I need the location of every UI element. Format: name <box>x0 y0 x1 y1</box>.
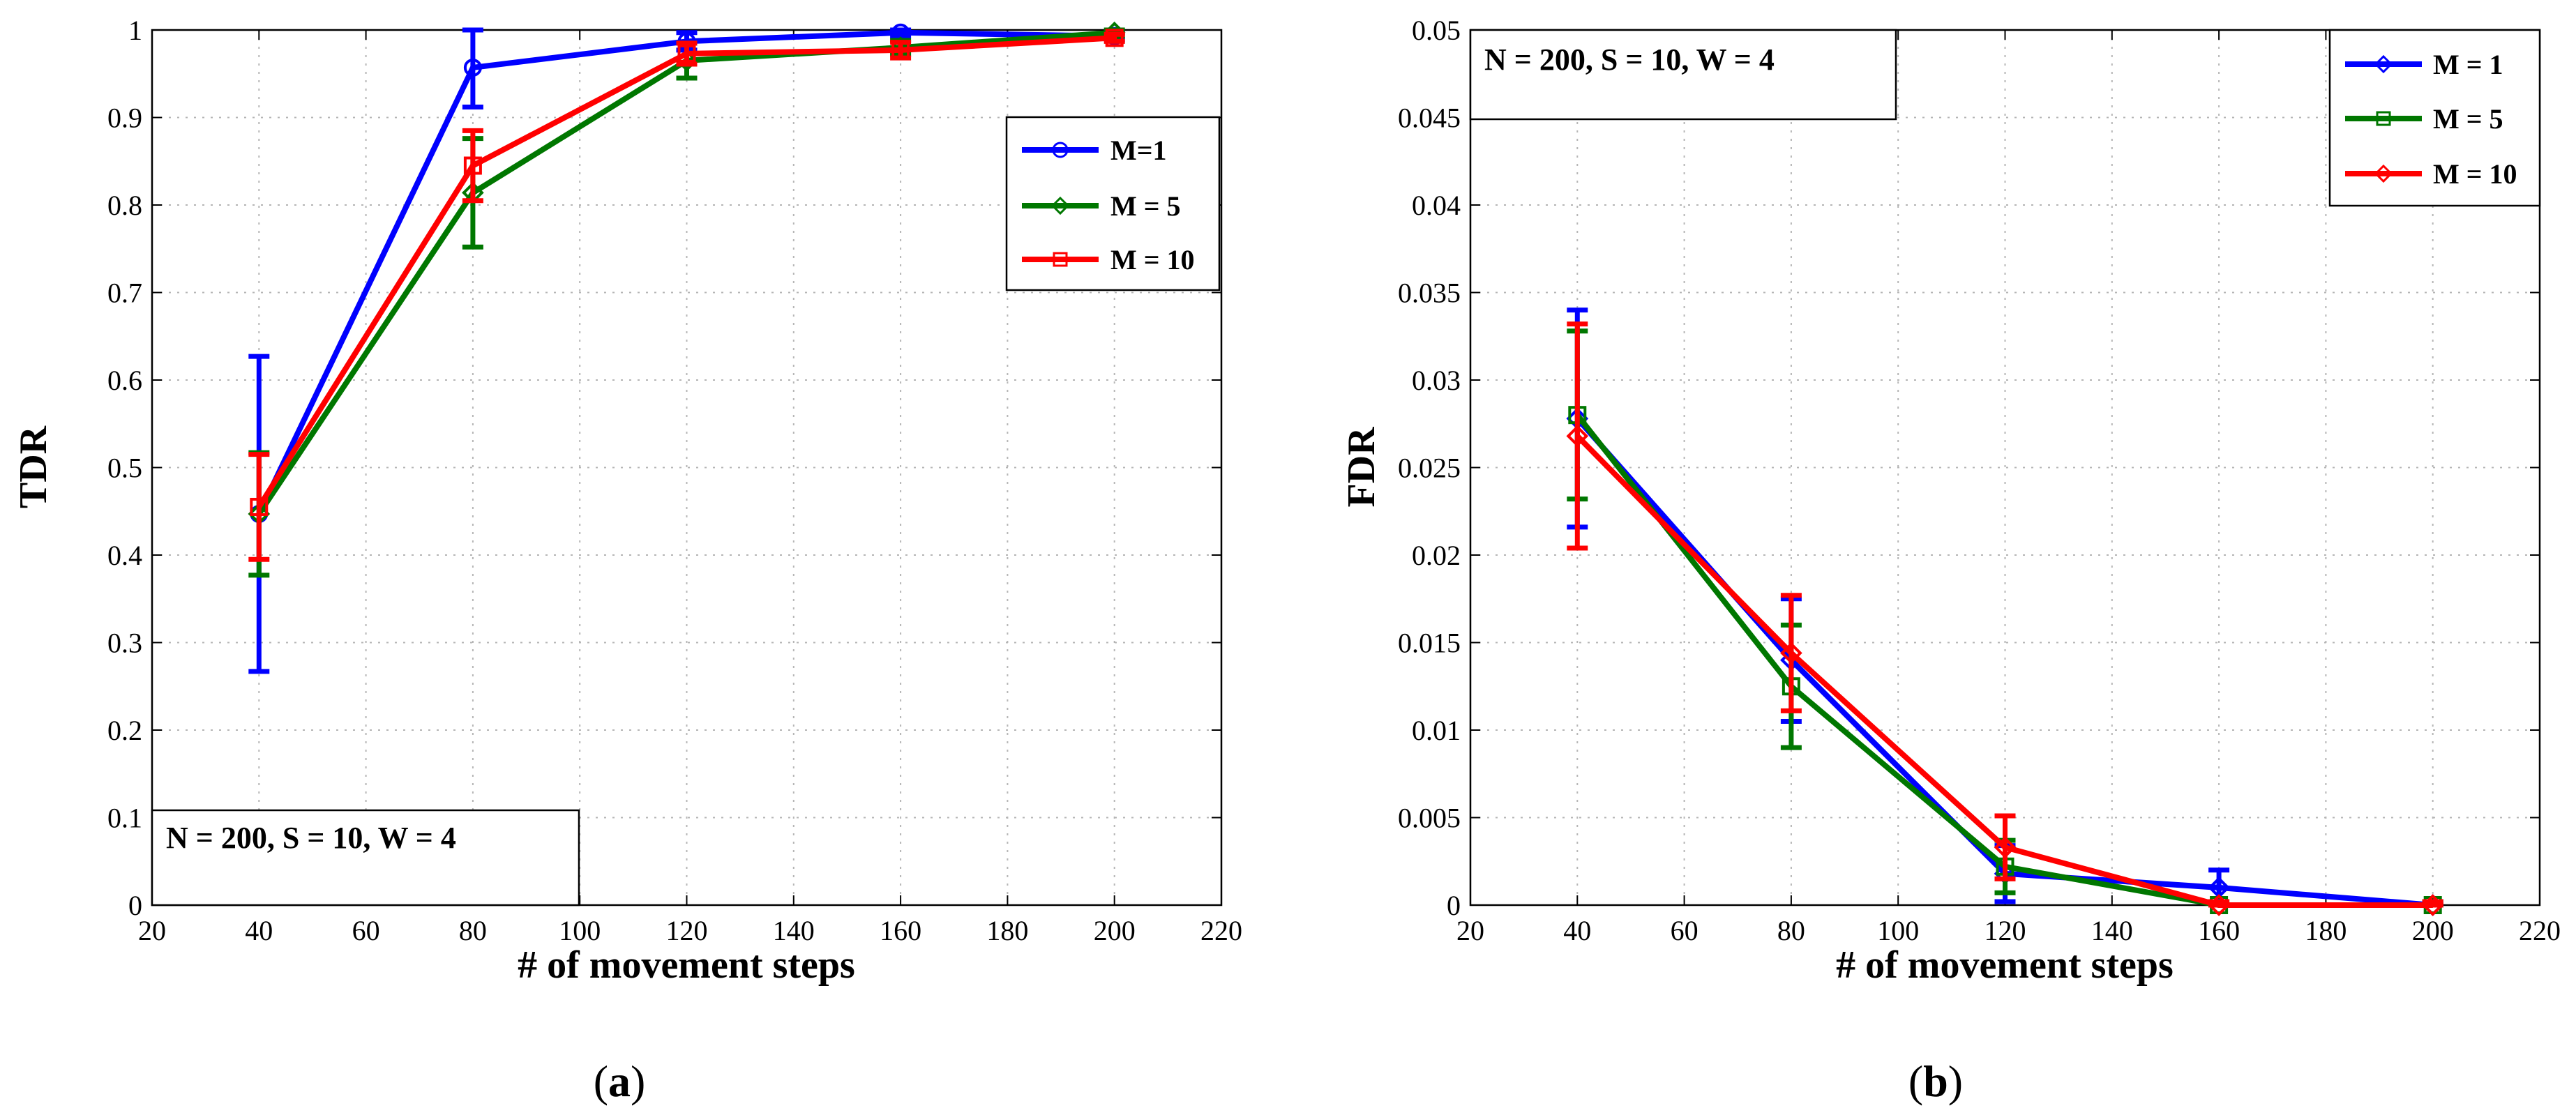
panel-a-data-point <box>677 44 696 63</box>
panel-a-annotation-text: N = 200, S = 10, W = 4 <box>166 821 456 855</box>
panel-b-xtick-label: 80 <box>1777 915 1805 946</box>
panel-a-legend-label-1: M=1 <box>1110 135 1167 166</box>
panel-a-ylabel: TDR <box>12 425 55 508</box>
panel-b-data-point <box>1994 836 2017 858</box>
panel-a-caption: (a) <box>594 1056 646 1106</box>
panel-b-ytick-label: 0.015 <box>1398 628 1461 659</box>
panel-b-legend-label-2: M = 5 <box>2433 103 2503 135</box>
panel-b-annotation-text: N = 200, S = 10, W = 4 <box>1484 43 1775 77</box>
panel-a-ytick-label: 0.9 <box>107 103 142 134</box>
panel-b-xtick-label: 120 <box>1984 915 2026 946</box>
panel-a-ytick-label: 0.1 <box>107 803 142 834</box>
panel-b-xtick-label: 160 <box>2198 915 2240 946</box>
panel-b-legend: M = 1 M = 5 M = 10 <box>2328 29 2541 207</box>
panel-a-annotation: N = 200, S = 10, W = 4 <box>151 809 580 907</box>
panel-a-ytick-label: 0.2 <box>107 715 142 746</box>
panel-b-xlabel: # of movement steps <box>1836 943 2174 987</box>
panel-b-ytick-label: 0.035 <box>1398 278 1461 309</box>
panel-b-ytick-label: 0.02 <box>1412 540 1461 571</box>
panel-b-ytick-label: 0.025 <box>1398 453 1461 484</box>
panel-b-series <box>1566 308 2444 916</box>
panel-a-legend: M=1 M = 5 M = 10 <box>1005 116 1221 291</box>
panel-b-legend-entry-1: M = 1 <box>2345 49 2503 80</box>
panel-a-xtick-label: 20 <box>138 915 166 946</box>
panel-a-xtick-label: 180 <box>986 915 1028 946</box>
panel-b-legend-entry-3: M = 10 <box>2345 158 2517 190</box>
panel-a-xtick-label: 80 <box>459 915 487 946</box>
panel-b-ytick-label: 0 <box>1447 890 1461 921</box>
panel-b-xtick-label: 200 <box>2412 915 2454 946</box>
panel-a-legend-entry-3: M = 10 <box>1022 244 1195 275</box>
panel-b-grid <box>1470 30 2540 905</box>
panel-a-xtick-label: 100 <box>559 915 601 946</box>
panel-a-grid <box>152 30 1221 905</box>
panel-a-legend-entry-1: M=1 <box>1022 135 1167 166</box>
panel-b-data-point <box>2208 894 2230 916</box>
panel-a-legend-label-3: M = 10 <box>1110 244 1195 275</box>
panel-a-ytick-label: 1 <box>128 15 142 46</box>
panel-a-tdr-chart: 20 40 60 80 100 120 140 160 180 200 220 0 0.1 0.2 0.3 0… <box>12 15 1242 1106</box>
panel-a-data-point <box>1105 29 1124 47</box>
panel-a-ytick-label: 0 <box>128 890 142 921</box>
panel-a-xlabel: # of movement steps <box>518 943 855 987</box>
panel-b-ytick-label: 0.045 <box>1398 103 1461 134</box>
panel-b-xtick-label: 140 <box>2091 915 2133 946</box>
panel-b-ytick-label: 0.04 <box>1412 190 1461 221</box>
panel-a-xtick-label: 60 <box>352 915 380 946</box>
panel-a-ytick-label: 0.7 <box>107 278 142 309</box>
panel-a-ytick-label: 0.3 <box>107 628 142 659</box>
panel-a-ytick-label: 0.5 <box>107 453 142 484</box>
panel-b-ytick-label: 0.05 <box>1412 15 1461 46</box>
panel-b-series-3 <box>1566 321 2444 916</box>
panel-b-ytick-label: 0.03 <box>1412 365 1461 396</box>
panel-b-ylabel: FDR <box>1340 427 1383 508</box>
panel-b-xtick-label: 20 <box>1456 915 1484 946</box>
panel-b-xtick-label: 180 <box>2305 915 2347 946</box>
panel-b-legend-entry-2: M = 5 <box>2345 103 2503 135</box>
panel-a-ytick-label: 0.6 <box>107 365 142 396</box>
panel-b-annotation: N = 200, S = 10, W = 4 <box>1469 29 1897 121</box>
panel-a-data-point <box>891 40 910 59</box>
panel-b-xtick-label: 60 <box>1671 915 1698 946</box>
panel-a-xtick-label: 220 <box>1200 915 1242 946</box>
panel-a-data-point <box>250 497 269 516</box>
panel-b-data-point <box>1566 425 1589 448</box>
panel-a-xtick-label: 160 <box>880 915 921 946</box>
panel-a-xtick-label: 200 <box>1094 915 1136 946</box>
panel-b-legend-label-1: M = 1 <box>2433 49 2503 80</box>
panel-a-legend-label-2: M = 5 <box>1110 190 1181 222</box>
panel-a-axis-ticks: 20 40 60 80 100 120 140 160 180 200 220 0 0.1 0.2 0.3 0… <box>107 15 1242 946</box>
panel-b-axis-ticks: 20 40 60 80 100 120 140 160 180 200 220 0 0.005 0.01 0… <box>1398 15 2561 946</box>
panel-b-ytick-label: 0.01 <box>1412 715 1461 746</box>
panel-a-data-point <box>463 156 482 175</box>
panel-b-caption: (b) <box>1908 1056 1963 1106</box>
panel-a-xtick-label: 120 <box>666 915 708 946</box>
panel-b-xtick-label: 40 <box>1563 915 1591 946</box>
panel-a-xtick-label: 140 <box>773 915 815 946</box>
panel-a-series <box>248 21 1126 674</box>
panel-a-legend-entry-2: M = 5 <box>1022 190 1181 222</box>
panel-b-data-point <box>1780 642 1802 665</box>
panel-a-xtick-label: 40 <box>245 915 273 946</box>
panel-a-ytick-label: 0.4 <box>107 540 142 571</box>
panel-b-ytick-label: 0.005 <box>1398 803 1461 834</box>
panel-b-data-point <box>2421 894 2444 916</box>
panel-b-legend-label-3: M = 10 <box>2433 158 2517 190</box>
panel-a-ytick-label: 0.8 <box>107 190 142 221</box>
panel-b-xtick-label: 100 <box>1877 915 1919 946</box>
panel-a-data-point <box>463 58 482 77</box>
panel-a-series-3 <box>248 29 1125 562</box>
panel-b-xtick-label: 220 <box>2519 915 2561 946</box>
panel-b-fdr-chart: 20 40 60 80 100 120 140 160 180 200 220 0 0.005 0.01 0… <box>1340 15 2561 1106</box>
